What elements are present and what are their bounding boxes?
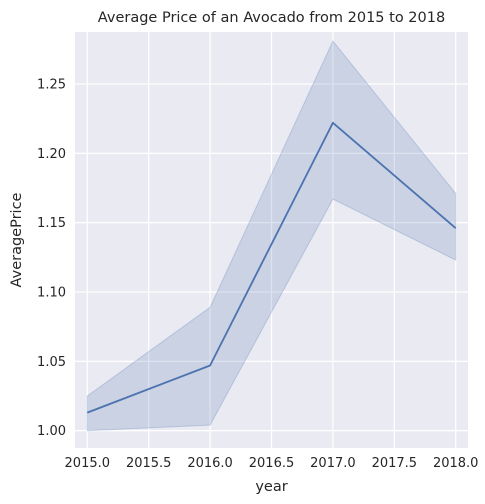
y-tick-label: 1.10	[37, 286, 66, 301]
x-axis-ticks: 2015.0 2015.5 2016.0 2016.5 2017.0 2017.5 2018…	[65, 456, 479, 471]
gridlines	[75, 32, 468, 448]
x-tick-label: 2017.0	[310, 456, 356, 471]
confidence-band	[86, 40, 457, 432]
x-tick-label: 2017.5	[372, 456, 418, 471]
y-tick-label: 1.05	[37, 355, 66, 370]
y-tick-label: 1.00	[37, 424, 66, 439]
x-tick-label: 2016.0	[187, 456, 233, 471]
y-tick-label: 1.25	[37, 78, 66, 93]
series-line	[86, 121, 457, 414]
x-axis-label: year	[255, 479, 287, 495]
y-tick-label: 1.20	[37, 147, 66, 162]
y-axis-ticks: 1.00 1.05 1.10 1.15 1.20 1.25	[37, 78, 66, 440]
average-price-line	[86, 121, 457, 414]
chart-title: Average Price of an Avocado from 2015 to…	[98, 10, 445, 26]
x-tick-label: 2015.0	[65, 456, 111, 471]
x-tick-label: 2018.0	[433, 456, 479, 471]
ci-band	[86, 40, 457, 432]
x-tick-label: 2015.5	[126, 456, 172, 471]
x-tick-label: 2016.5	[249, 456, 295, 471]
y-axis-label: AveragePrice	[9, 192, 25, 287]
y-tick-label: 1.15	[37, 216, 66, 231]
